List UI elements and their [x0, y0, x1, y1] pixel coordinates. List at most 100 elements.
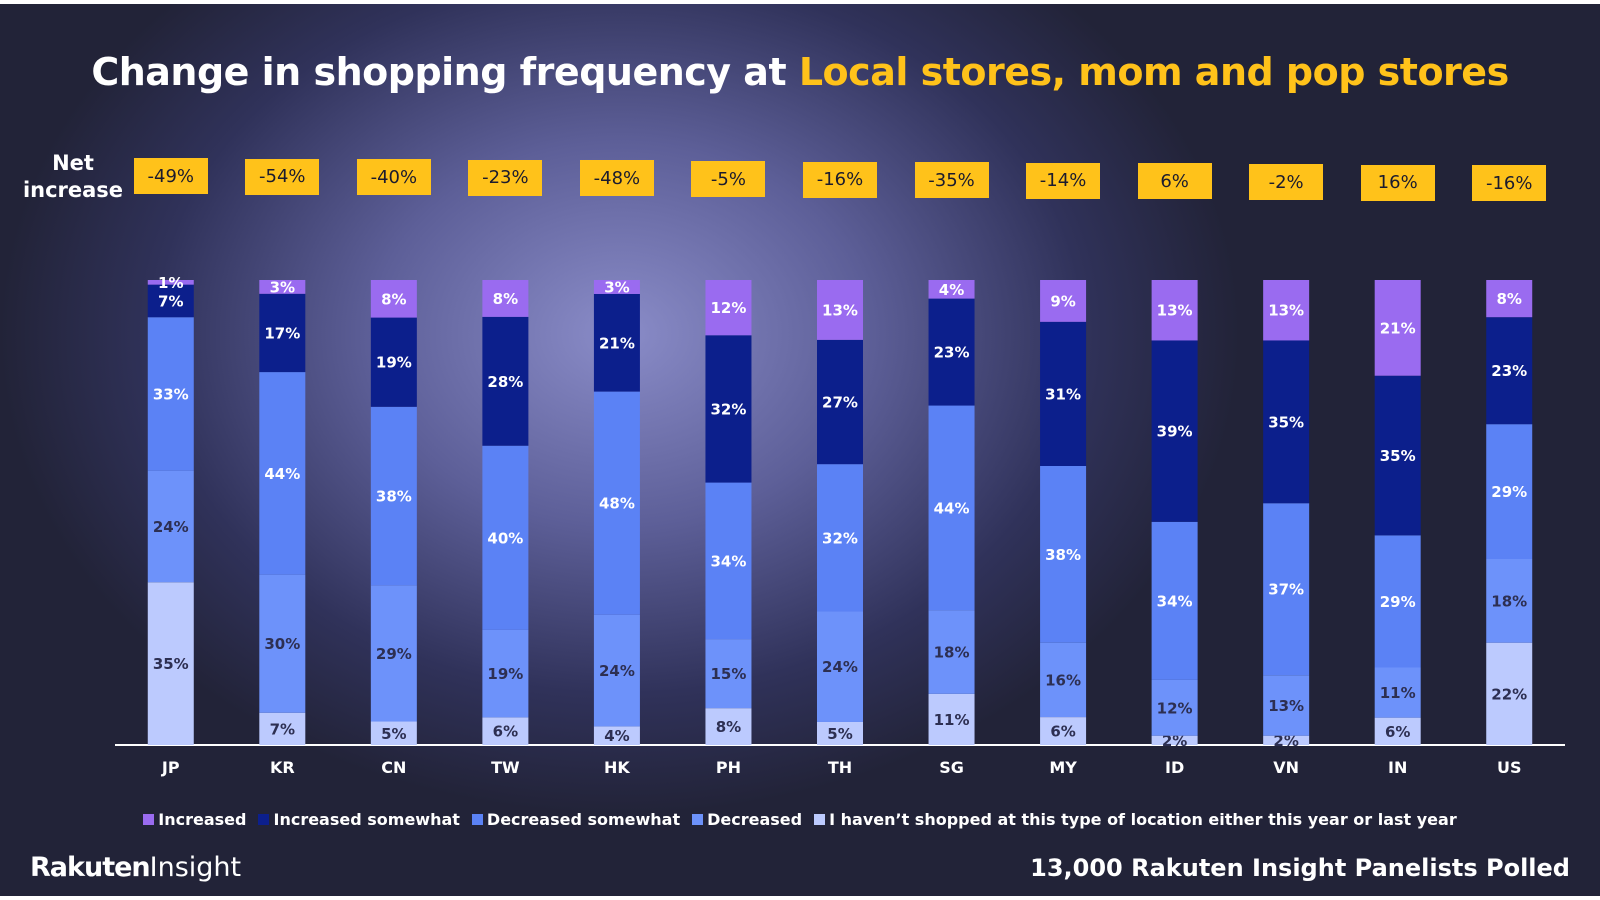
bar-segment-ph-decreased [705, 639, 752, 709]
bar-segment-hk-increased-somewhat [593, 293, 640, 392]
bar-segment-tw-decreased [482, 629, 529, 718]
data-label-th-increased-somewhat: 27% [822, 394, 858, 412]
data-label-id-decreased-somewhat: 34% [1157, 592, 1193, 610]
legend-swatch [471, 814, 483, 825]
data-label-th-not-shopped: 5% [827, 725, 852, 743]
bar-segment-kr-increased-somewhat [259, 293, 306, 373]
bar-segment-tw-increased-somewhat [482, 316, 529, 446]
legend-item-increased-somewhat: Increased somewhat [258, 810, 460, 829]
net-increase-jp: -49% [133, 158, 208, 194]
data-label-us-decreased: 18% [1491, 592, 1527, 610]
data-label-sg-decreased: 18% [934, 644, 970, 662]
data-label-in-decreased: 11% [1380, 684, 1416, 702]
data-label-kr-increased-somewhat: 17% [264, 324, 300, 342]
x-tick-label-my: MY [1049, 758, 1077, 777]
logo-bold: Rakuten [30, 852, 151, 883]
data-label-id-not-shopped: 2% [1162, 732, 1187, 750]
data-label-kr-increased: 3% [270, 278, 295, 296]
data-label-kr-decreased: 30% [264, 635, 300, 653]
x-tick-label-tw: TW [491, 758, 520, 777]
slide: Change in shopping frequency at Local st… [0, 4, 1600, 896]
bar-segment-vn-increased-somewhat [1263, 340, 1310, 504]
bar-segment-ph-increased [705, 280, 752, 336]
data-label-jp-increased: 1% [158, 274, 183, 292]
x-tick-label-jp: JP [161, 758, 180, 777]
data-label-id-increased-somewhat: 39% [1157, 423, 1193, 441]
data-label-my-decreased-somewhat: 38% [1045, 546, 1081, 564]
bar-segment-vn-decreased-somewhat [1263, 503, 1310, 676]
data-label-us-increased: 8% [1496, 290, 1521, 308]
data-label-jp-not-shopped: 35% [153, 655, 189, 673]
title-highlight: Local stores, mom and pop stores [798, 50, 1509, 94]
chart-title: Change in shopping frequency at Local st… [0, 50, 1600, 94]
bar-segment-sg-not-shopped [928, 693, 975, 745]
bar-segment-hk-decreased [593, 614, 640, 727]
data-label-vn-decreased: 13% [1268, 697, 1304, 715]
bar-segment-my-decreased [1040, 642, 1087, 718]
data-label-us-decreased-somewhat: 29% [1491, 483, 1527, 501]
bar-segment-th-not-shopped [817, 721, 863, 745]
bar-segment-in-decreased [1374, 667, 1421, 718]
x-tick-label-hk: HK [604, 758, 630, 777]
bar-segment-cn-decreased [370, 585, 417, 722]
bar-segment-my-increased [1040, 280, 1087, 322]
legend-swatch [258, 814, 270, 825]
bar-segment-jp-decreased-somewhat [147, 317, 194, 471]
data-label-cn-increased: 8% [381, 290, 406, 308]
bar-segment-ph-increased-somewhat [705, 335, 752, 483]
data-label-th-decreased-somewhat: 32% [822, 529, 858, 547]
data-label-sg-not-shopped: 11% [934, 711, 970, 729]
legend-item-decreased: Decreased [692, 810, 802, 829]
legend-item-not-shopped: I haven’t shopped at this type of locati… [814, 810, 1457, 829]
data-label-ph-not-shopped: 8% [716, 718, 741, 736]
net-increase-sg: -35% [914, 162, 989, 199]
bar-segment-in-increased [1374, 280, 1421, 376]
bar-segment-vn-increased [1263, 280, 1310, 341]
data-label-sg-increased: 4% [939, 281, 964, 299]
data-label-hk-increased-somewhat: 21% [599, 334, 635, 352]
bar-segment-id-decreased [1151, 679, 1198, 736]
data-label-ph-decreased: 15% [711, 665, 747, 683]
x-tick-label-ph: PH [716, 758, 741, 777]
data-label-in-increased-somewhat: 35% [1380, 447, 1416, 465]
data-label-th-increased: 13% [822, 301, 858, 319]
data-label-jp-decreased: 24% [153, 518, 189, 536]
bar-segment-cn-not-shopped [370, 721, 417, 745]
legend-label: I haven’t shopped at this type of locati… [829, 810, 1457, 829]
data-label-tw-decreased-somewhat: 40% [487, 529, 523, 547]
net-increase-kr: -54% [245, 158, 320, 195]
stacked-bar-chart: 35%24%33%7%1%JP7%30%44%17%3%KR5%29%38%19… [115, 274, 1565, 777]
data-label-id-increased: 13% [1157, 302, 1193, 320]
data-label-sg-increased-somewhat: 23% [934, 344, 970, 362]
bar-segment-my-not-shopped [1040, 717, 1087, 745]
x-tick-label-kr: KR [270, 758, 295, 777]
data-label-my-not-shopped: 6% [1050, 723, 1075, 741]
net-increase-id: 6% [1137, 163, 1212, 200]
bar-segment-ph-not-shopped [705, 708, 752, 745]
x-tick-label-th: TH [828, 758, 852, 777]
data-label-kr-not-shopped: 7% [270, 720, 295, 738]
net-increase-ph: -5% [691, 161, 766, 197]
data-label-cn-increased-somewhat: 19% [376, 354, 412, 372]
data-label-in-decreased-somewhat: 29% [1380, 593, 1416, 611]
data-label-tw-increased-somewhat: 28% [487, 373, 523, 391]
net-increase-label: Net increase [22, 151, 124, 202]
bar-segment-sg-decreased [928, 610, 975, 694]
data-label-th-decreased: 24% [822, 658, 858, 676]
bar-segment-jp-increased [147, 280, 194, 285]
bar-segment-us-increased-somewhat [1486, 317, 1533, 425]
x-tick-label-us: US [1497, 758, 1522, 777]
data-label-my-decreased: 16% [1045, 671, 1081, 689]
legend-label: Increased somewhat [273, 810, 460, 829]
panelists-note: 13,000 Rakuten Insight Panelists Polled [1030, 854, 1570, 882]
legend-item-increased: Increased [143, 810, 246, 829]
data-label-sg-decreased-somewhat: 44% [934, 499, 970, 517]
bar-segment-th-decreased [817, 611, 863, 722]
bar-segment-kr-decreased [259, 574, 306, 713]
bar-segment-tw-decreased-somewhat [482, 445, 529, 630]
data-label-tw-not-shopped: 6% [493, 723, 518, 741]
data-label-jp-decreased-somewhat: 33% [153, 385, 189, 403]
legend-label: Increased [158, 810, 247, 829]
bar-segment-sg-increased [928, 280, 975, 299]
bar-segment-jp-increased-somewhat [147, 284, 194, 318]
